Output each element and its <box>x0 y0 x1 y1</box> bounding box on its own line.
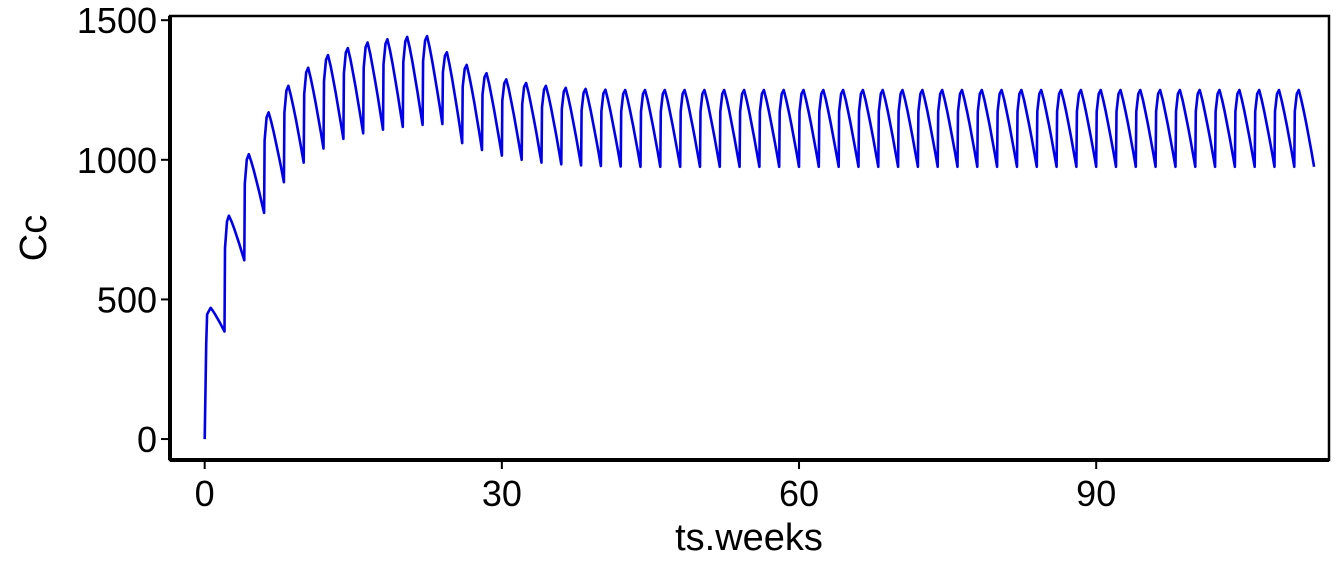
x-tick-label: 0 <box>195 473 215 514</box>
x-tick-label: 30 <box>482 473 522 514</box>
series-line-cc <box>203 34 1316 440</box>
y-tick-label: 1000 <box>77 140 157 181</box>
x-tick-label: 90 <box>1076 473 1116 514</box>
y-tick-label: 500 <box>97 279 157 320</box>
x-axis-title: ts.weeks <box>675 517 823 559</box>
y-tick-label: 0 <box>137 419 157 460</box>
x-axis-ticks: 0 30 60 90 <box>195 460 1116 514</box>
y-axis-ticks: 0 500 1000 1500 <box>77 0 170 460</box>
x-tick-label: 60 <box>779 473 819 514</box>
y-tick-label: 1500 <box>77 0 157 41</box>
y-axis-title: Cc <box>13 215 55 261</box>
